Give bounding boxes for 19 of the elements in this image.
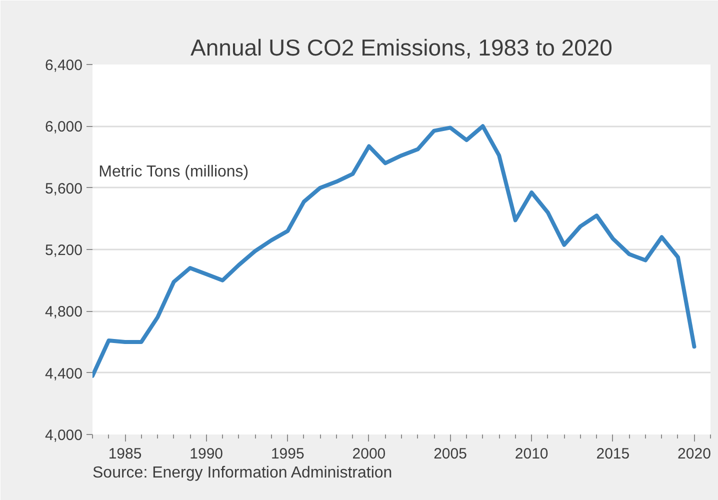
y-tick-label: 6,400 bbox=[44, 57, 83, 74]
x-tick-label: 2020 bbox=[678, 446, 711, 462]
x-tick-label: 2005 bbox=[434, 446, 467, 462]
x-tick-label: 1990 bbox=[190, 446, 224, 462]
source-note: Source: Energy Information Administration bbox=[92, 464, 392, 482]
x-tick-label: 1985 bbox=[108, 446, 142, 462]
y-tick-label: 4,000 bbox=[44, 427, 83, 444]
y-tick-label: 5,200 bbox=[44, 242, 83, 259]
y-axis-title: Metric Tons (millions) bbox=[98, 163, 249, 180]
x-tick-label: 1995 bbox=[270, 446, 304, 462]
y-tick-label: 4,800 bbox=[44, 304, 83, 321]
line-series bbox=[92, 124, 696, 378]
x-tick-label: 2000 bbox=[352, 446, 386, 462]
y-tick-label: 5,600 bbox=[44, 180, 83, 198]
x-tick-label: 2010 bbox=[514, 446, 548, 462]
x-tick-label: 2015 bbox=[596, 446, 630, 462]
chart-title: Annual US CO2 Emissions, 1983 to 2020 bbox=[190, 34, 612, 60]
y-tick-label: 6,000 bbox=[44, 118, 83, 136]
y-tick-label: 4,400 bbox=[44, 365, 83, 382]
